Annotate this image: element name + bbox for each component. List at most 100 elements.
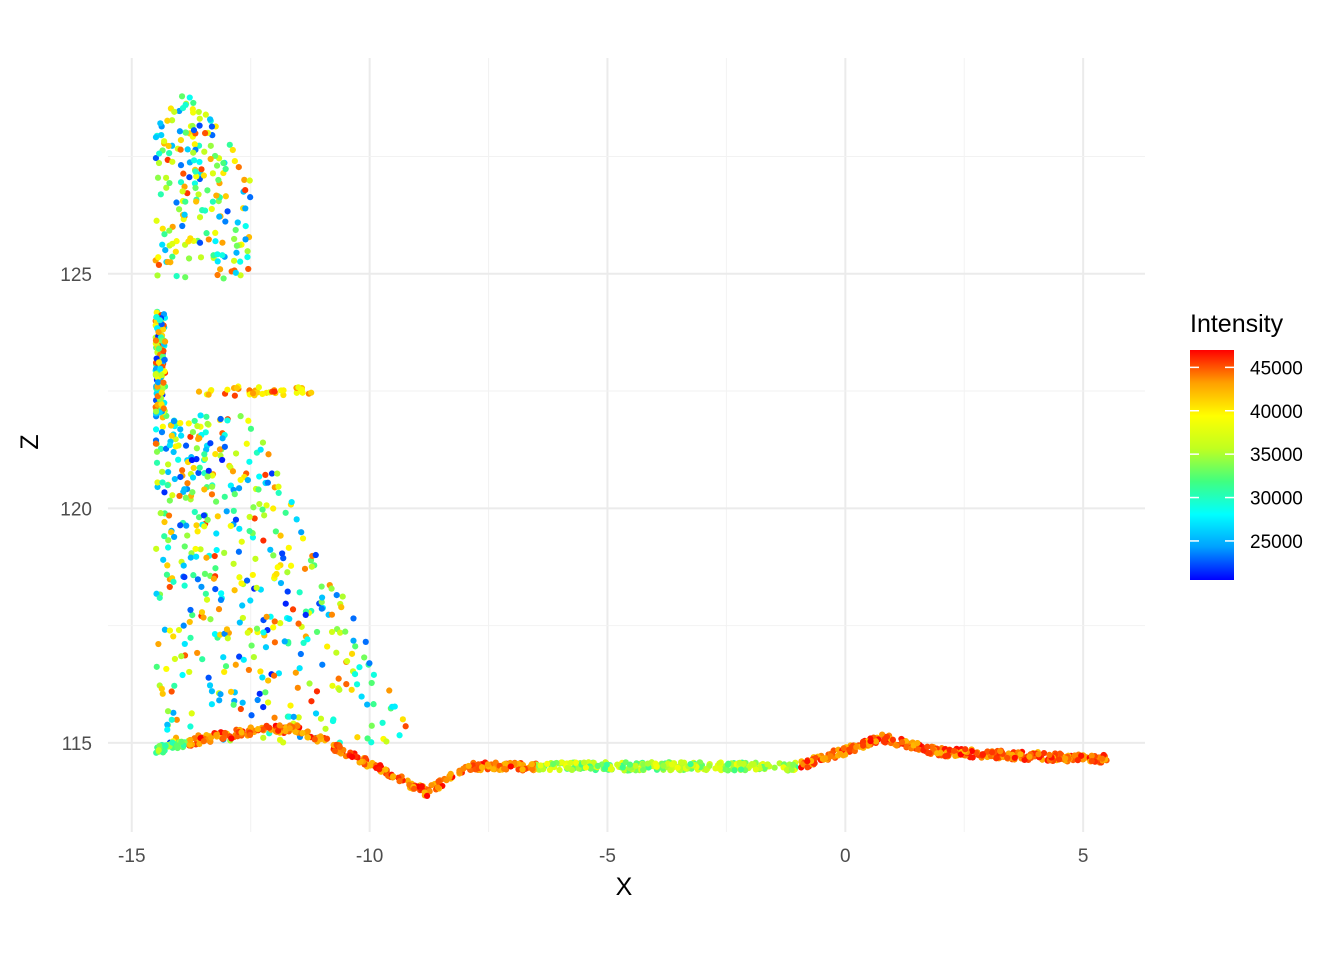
data-point <box>205 236 212 243</box>
data-point <box>246 513 253 521</box>
data-point <box>190 149 197 156</box>
data-point <box>190 127 198 134</box>
data-point <box>293 516 300 523</box>
data-point <box>201 130 209 137</box>
data-point <box>194 528 201 535</box>
data-point <box>317 733 324 740</box>
data-point <box>383 738 390 745</box>
data-point <box>271 714 278 721</box>
data-point <box>926 750 933 757</box>
data-point <box>157 191 164 198</box>
data-point <box>160 405 167 412</box>
data-point <box>177 473 184 481</box>
data-point <box>236 653 243 660</box>
data-point <box>582 764 590 771</box>
data-point <box>232 661 239 668</box>
data-point <box>159 326 167 333</box>
data-point <box>280 555 287 562</box>
data-point <box>198 166 205 173</box>
data-point <box>594 762 601 769</box>
data-point <box>264 699 272 706</box>
data-point <box>750 761 757 768</box>
data-point <box>190 572 197 579</box>
data-point <box>312 551 319 559</box>
legend-tick-label: 25000 <box>1250 532 1303 553</box>
data-point <box>893 742 900 749</box>
data-point <box>435 778 442 785</box>
data-point <box>221 443 228 450</box>
data-point <box>213 546 220 554</box>
data-point <box>241 176 248 183</box>
data-point <box>208 701 215 708</box>
data-point <box>192 184 199 192</box>
data-point <box>232 516 240 523</box>
data-point <box>349 753 356 761</box>
data-point <box>253 625 261 632</box>
data-point <box>223 508 230 515</box>
data-point <box>184 480 191 487</box>
data-point <box>626 761 634 768</box>
data-point <box>256 690 263 697</box>
data-point <box>262 689 269 696</box>
data-point <box>182 442 190 449</box>
data-point <box>783 766 791 774</box>
data-point <box>567 759 574 767</box>
data-point <box>186 94 193 101</box>
data-point <box>1011 754 1018 761</box>
data-point <box>201 451 208 458</box>
data-point <box>220 159 227 167</box>
data-point <box>153 663 160 670</box>
data-point <box>193 445 200 452</box>
data-point <box>205 467 212 474</box>
data-point <box>186 668 193 676</box>
data-point <box>1035 751 1042 758</box>
data-point <box>178 653 185 660</box>
data-point <box>988 749 996 756</box>
data-point <box>722 766 729 773</box>
data-point <box>224 635 231 642</box>
data-point <box>259 674 266 681</box>
data-point <box>268 470 276 477</box>
data-point <box>537 762 544 769</box>
data-point <box>159 241 166 248</box>
data-point <box>950 747 958 754</box>
data-point <box>212 565 219 572</box>
data-point <box>168 432 175 439</box>
data-point <box>282 728 289 735</box>
data-point <box>166 179 173 187</box>
data-point <box>195 469 202 476</box>
data-point <box>529 766 536 773</box>
data-point <box>191 141 198 148</box>
data-point <box>243 440 250 447</box>
data-point <box>1062 755 1069 762</box>
data-point <box>164 708 172 715</box>
data-point <box>318 599 325 606</box>
data-point <box>201 523 208 530</box>
data-point <box>288 498 295 506</box>
data-point <box>211 152 219 160</box>
data-point <box>171 682 178 689</box>
data-point <box>161 489 168 496</box>
x-axis-title: X <box>616 873 633 901</box>
data-point <box>208 205 215 213</box>
data-point <box>215 606 223 613</box>
data-point <box>214 271 221 279</box>
data-point <box>179 188 186 195</box>
data-point <box>242 205 249 212</box>
data-point <box>154 383 161 390</box>
data-point <box>678 759 685 766</box>
data-point <box>237 258 244 265</box>
data-point <box>328 585 335 592</box>
data-point <box>156 150 163 157</box>
data-point <box>423 792 431 799</box>
data-point <box>194 649 201 657</box>
data-point <box>152 154 160 162</box>
data-point <box>162 742 169 750</box>
data-point <box>230 507 237 514</box>
data-point <box>259 439 267 446</box>
data-point <box>716 760 723 767</box>
data-point <box>201 207 209 214</box>
data-point <box>263 502 270 509</box>
x-tick-label: -5 <box>599 846 616 867</box>
data-point <box>1017 751 1024 758</box>
